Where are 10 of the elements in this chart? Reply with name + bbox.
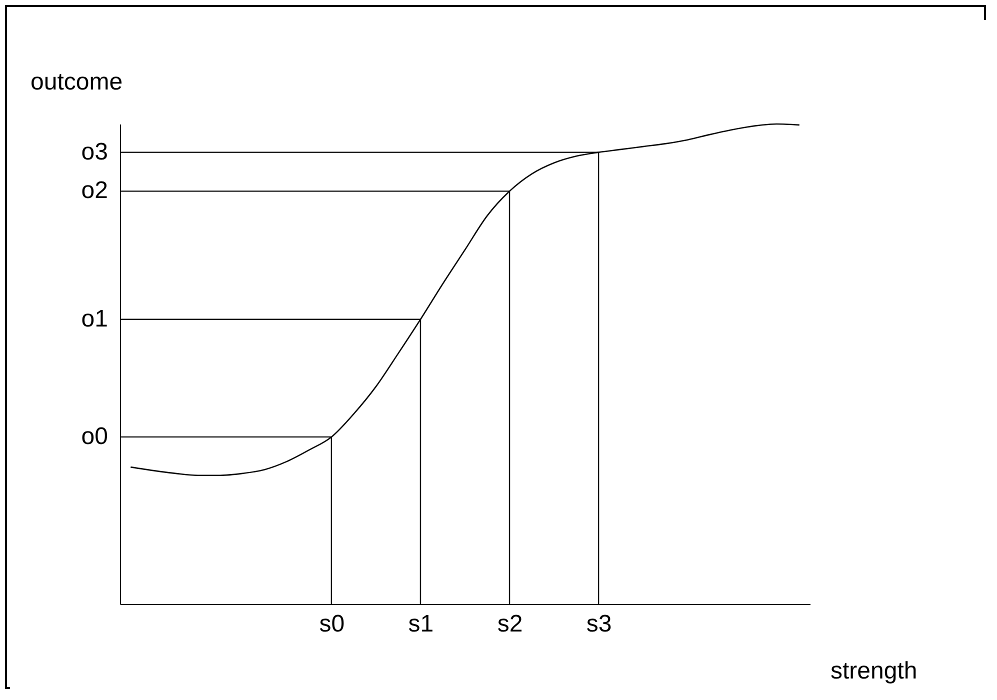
x-tick-label: s2 xyxy=(497,610,523,638)
y-axis-title: outcome xyxy=(30,68,123,96)
x-axis-title: strength xyxy=(830,658,918,684)
ref-line-label: o0 xyxy=(81,422,108,450)
ref-line-label: o2 xyxy=(81,177,108,204)
x-tick-label: s1 xyxy=(408,610,434,638)
x-tick-label: s0 xyxy=(319,610,345,638)
ref-line-label: o1 xyxy=(81,305,108,332)
ref-line-label: o3 xyxy=(81,138,108,166)
x-tick-label: s3 xyxy=(586,610,612,638)
